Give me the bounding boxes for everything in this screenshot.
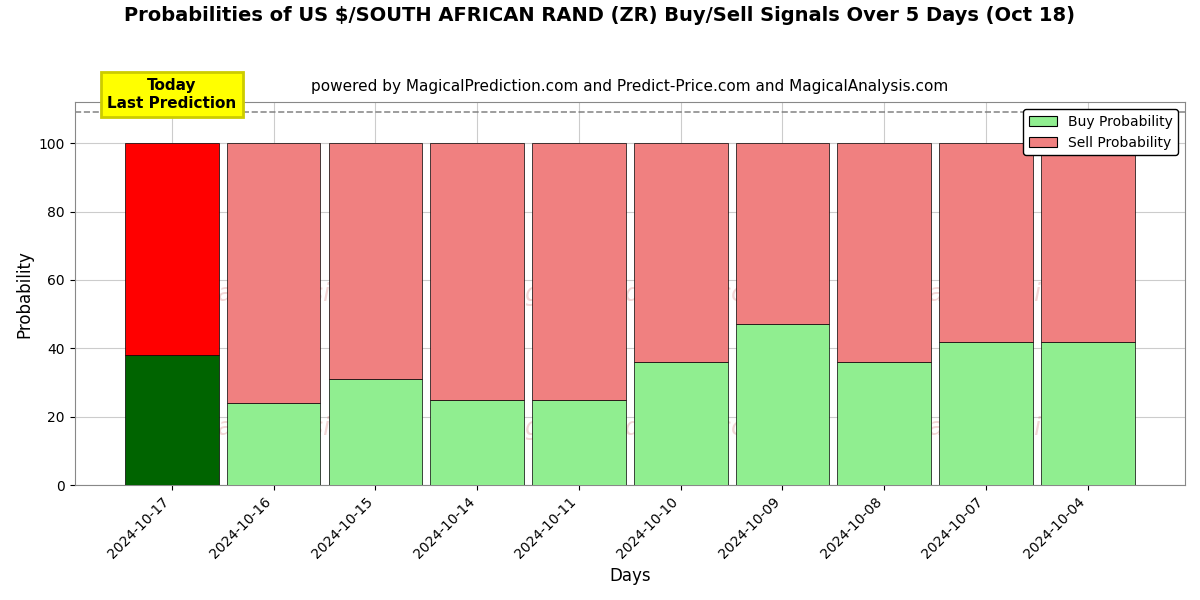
Text: MagicalAnalysis.com: MagicalAnalysis.com <box>144 416 404 440</box>
Bar <box>125 143 218 355</box>
Bar <box>431 143 524 400</box>
Bar <box>227 403 320 485</box>
Text: MagicalAnalysis.com: MagicalAnalysis.com <box>854 281 1115 305</box>
Bar <box>227 143 320 403</box>
Bar <box>736 143 829 325</box>
Bar <box>838 143 931 362</box>
Title: powered by MagicalPrediction.com and Predict-Price.com and MagicalAnalysis.com: powered by MagicalPrediction.com and Pre… <box>311 79 948 94</box>
Bar <box>634 143 727 362</box>
Text: Probabilities of US $/SOUTH AFRICAN RAND (ZR) Buy/Sell Signals Over 5 Days (Oct : Probabilities of US $/SOUTH AFRICAN RAND… <box>125 6 1075 25</box>
X-axis label: Days: Days <box>610 567 650 585</box>
Bar <box>431 400 524 485</box>
Bar <box>838 362 931 485</box>
Bar <box>125 355 218 485</box>
Bar <box>329 143 422 379</box>
Bar <box>532 143 625 400</box>
Text: Today
Last Prediction: Today Last Prediction <box>107 78 236 110</box>
Text: MagicalAnalysis.com: MagicalAnalysis.com <box>854 416 1115 440</box>
Bar <box>736 325 829 485</box>
Bar <box>1040 341 1134 485</box>
Bar <box>634 362 727 485</box>
Text: MagicalPrediction.com: MagicalPrediction.com <box>488 281 772 305</box>
Text: MagicalPrediction.com: MagicalPrediction.com <box>488 416 772 440</box>
Text: MagicalAnalysis.com: MagicalAnalysis.com <box>144 281 404 305</box>
Bar <box>940 341 1033 485</box>
Bar <box>940 143 1033 341</box>
Bar <box>329 379 422 485</box>
Bar <box>1040 143 1134 341</box>
Legend: Buy Probability, Sell Probability: Buy Probability, Sell Probability <box>1024 109 1178 155</box>
Y-axis label: Probability: Probability <box>16 250 34 338</box>
Bar <box>532 400 625 485</box>
